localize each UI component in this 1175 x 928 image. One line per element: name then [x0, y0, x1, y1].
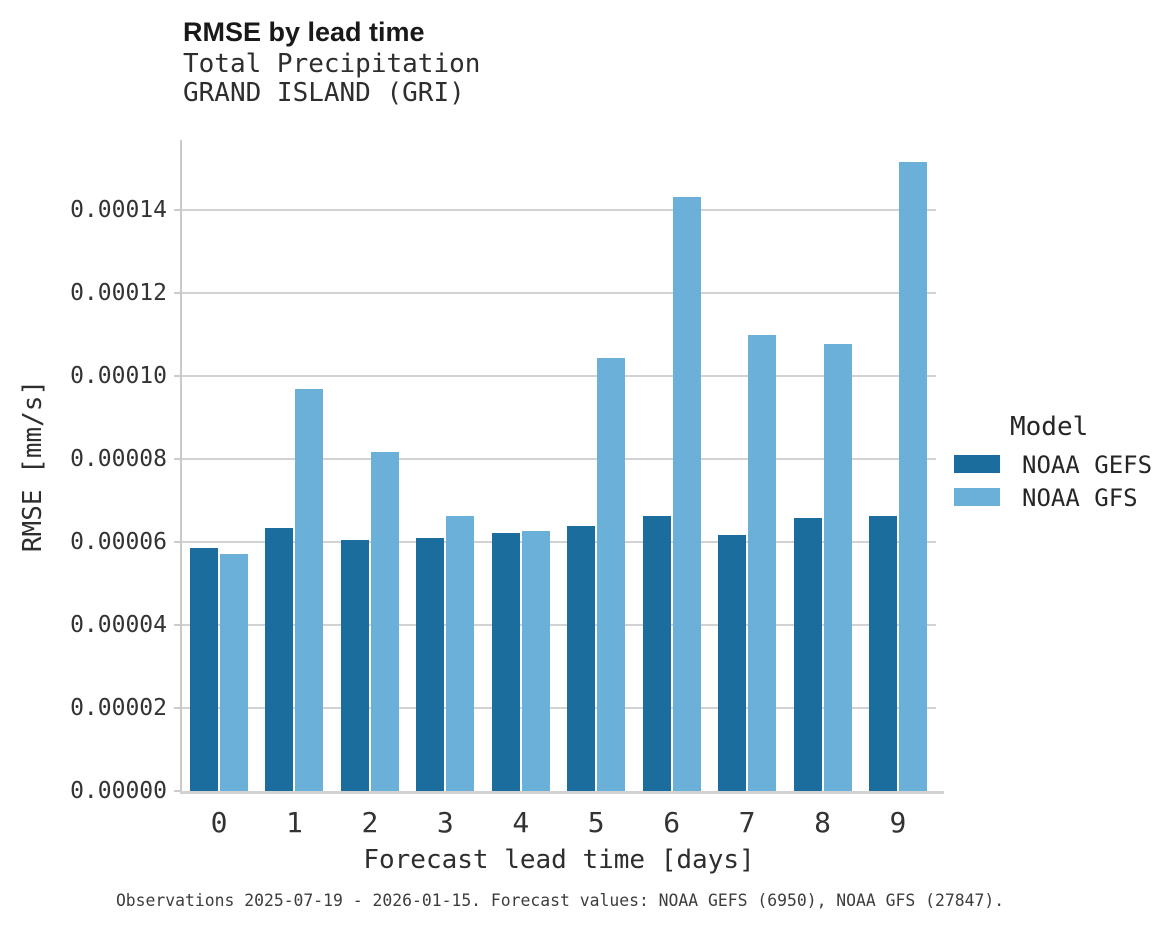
y-tick-mark: [174, 375, 181, 377]
x-axis-title: Forecast lead time [days]: [363, 845, 755, 875]
y-tick-mark: [174, 458, 181, 460]
x-tick-label: 3: [436, 806, 454, 839]
bar-noaa-gfs-lead5: [597, 358, 626, 791]
gridline: [182, 292, 936, 294]
bar-noaa-gfs-lead4: [521, 530, 550, 791]
y-tick-label: 0.00000: [70, 778, 167, 804]
bar-noaa-gefs-lead8: [793, 517, 822, 791]
y-tick-mark: [174, 541, 181, 543]
gridline: [182, 209, 936, 211]
x-tick-label: 2: [361, 806, 379, 839]
bar-noaa-gfs-lead3: [446, 516, 475, 791]
gridline: [182, 375, 936, 377]
x-tick-label: 6: [663, 806, 681, 839]
legend-swatch-noaa-gfs: [954, 488, 1000, 506]
bar-noaa-gefs-lead0: [190, 548, 218, 791]
bar-noaa-gefs-lead6: [642, 516, 671, 791]
x-tick-label: 1: [286, 806, 303, 839]
gridline: [182, 458, 936, 460]
bar-noaa-gefs-lead7: [718, 534, 747, 791]
legend-title: Model: [1010, 412, 1089, 442]
x-tick-label: 5: [587, 806, 605, 839]
gridline: [182, 624, 936, 626]
chart-subtitle-variable: Total Precipitation: [183, 49, 481, 79]
legend-label-noaa-gefs: NOAA GEFS: [1022, 451, 1153, 479]
y-tick-mark: [174, 707, 181, 709]
y-axis-line: [180, 140, 182, 794]
y-tick-mark: [174, 209, 181, 211]
y-tick-mark: [174, 624, 181, 626]
x-tick-label: 4: [512, 806, 530, 839]
bar-noaa-gfs-lead1: [295, 389, 324, 791]
y-tick-mark: [174, 790, 181, 792]
x-axis-line: [180, 791, 944, 794]
bar-noaa-gfs-lead7: [748, 335, 777, 791]
bar-noaa-gfs-lead2: [370, 451, 399, 791]
x-tick-label: 7: [738, 806, 756, 839]
x-tick-label: 9: [889, 806, 907, 839]
legend-label-noaa-gfs: NOAA GFS: [1022, 484, 1138, 512]
y-tick-label: 0.00004: [70, 612, 167, 638]
bar-noaa-gfs-lead0: [220, 554, 248, 791]
y-tick-label: 0.00002: [70, 695, 167, 721]
y-tick-label: 0.00006: [70, 529, 167, 555]
chart-title: RMSE by lead time: [183, 17, 425, 47]
x-tick-label: 0: [210, 806, 228, 839]
bar-noaa-gefs-lead3: [416, 537, 445, 791]
bar-noaa-gefs-lead1: [265, 528, 294, 791]
legend-swatch-noaa-gefs: [954, 455, 1000, 473]
caption: Observations 2025-07-19 - 2026-01-15. Fo…: [115, 891, 1005, 910]
bar-noaa-gefs-lead5: [567, 526, 596, 791]
y-tick-label: 0.00014: [70, 197, 167, 223]
bar-noaa-gefs-lead9: [868, 515, 897, 791]
bar-noaa-gfs-lead9: [898, 162, 927, 791]
y-tick-label: 0.00010: [70, 363, 167, 389]
chart-subtitle-station: GRAND ISLAND (GRI): [183, 78, 465, 108]
bar-noaa-gfs-lead8: [823, 344, 852, 791]
y-tick-label: 0.00012: [70, 280, 167, 306]
bar-noaa-gfs-lead6: [672, 196, 701, 791]
y-tick-label: 0.00008: [70, 446, 167, 472]
bar-noaa-gefs-lead2: [340, 539, 369, 791]
y-tick-mark: [174, 292, 181, 294]
gridline: [182, 541, 936, 543]
x-tick-label: 8: [814, 806, 831, 839]
gridline: [182, 707, 936, 709]
bar-noaa-gefs-lead4: [491, 532, 520, 791]
